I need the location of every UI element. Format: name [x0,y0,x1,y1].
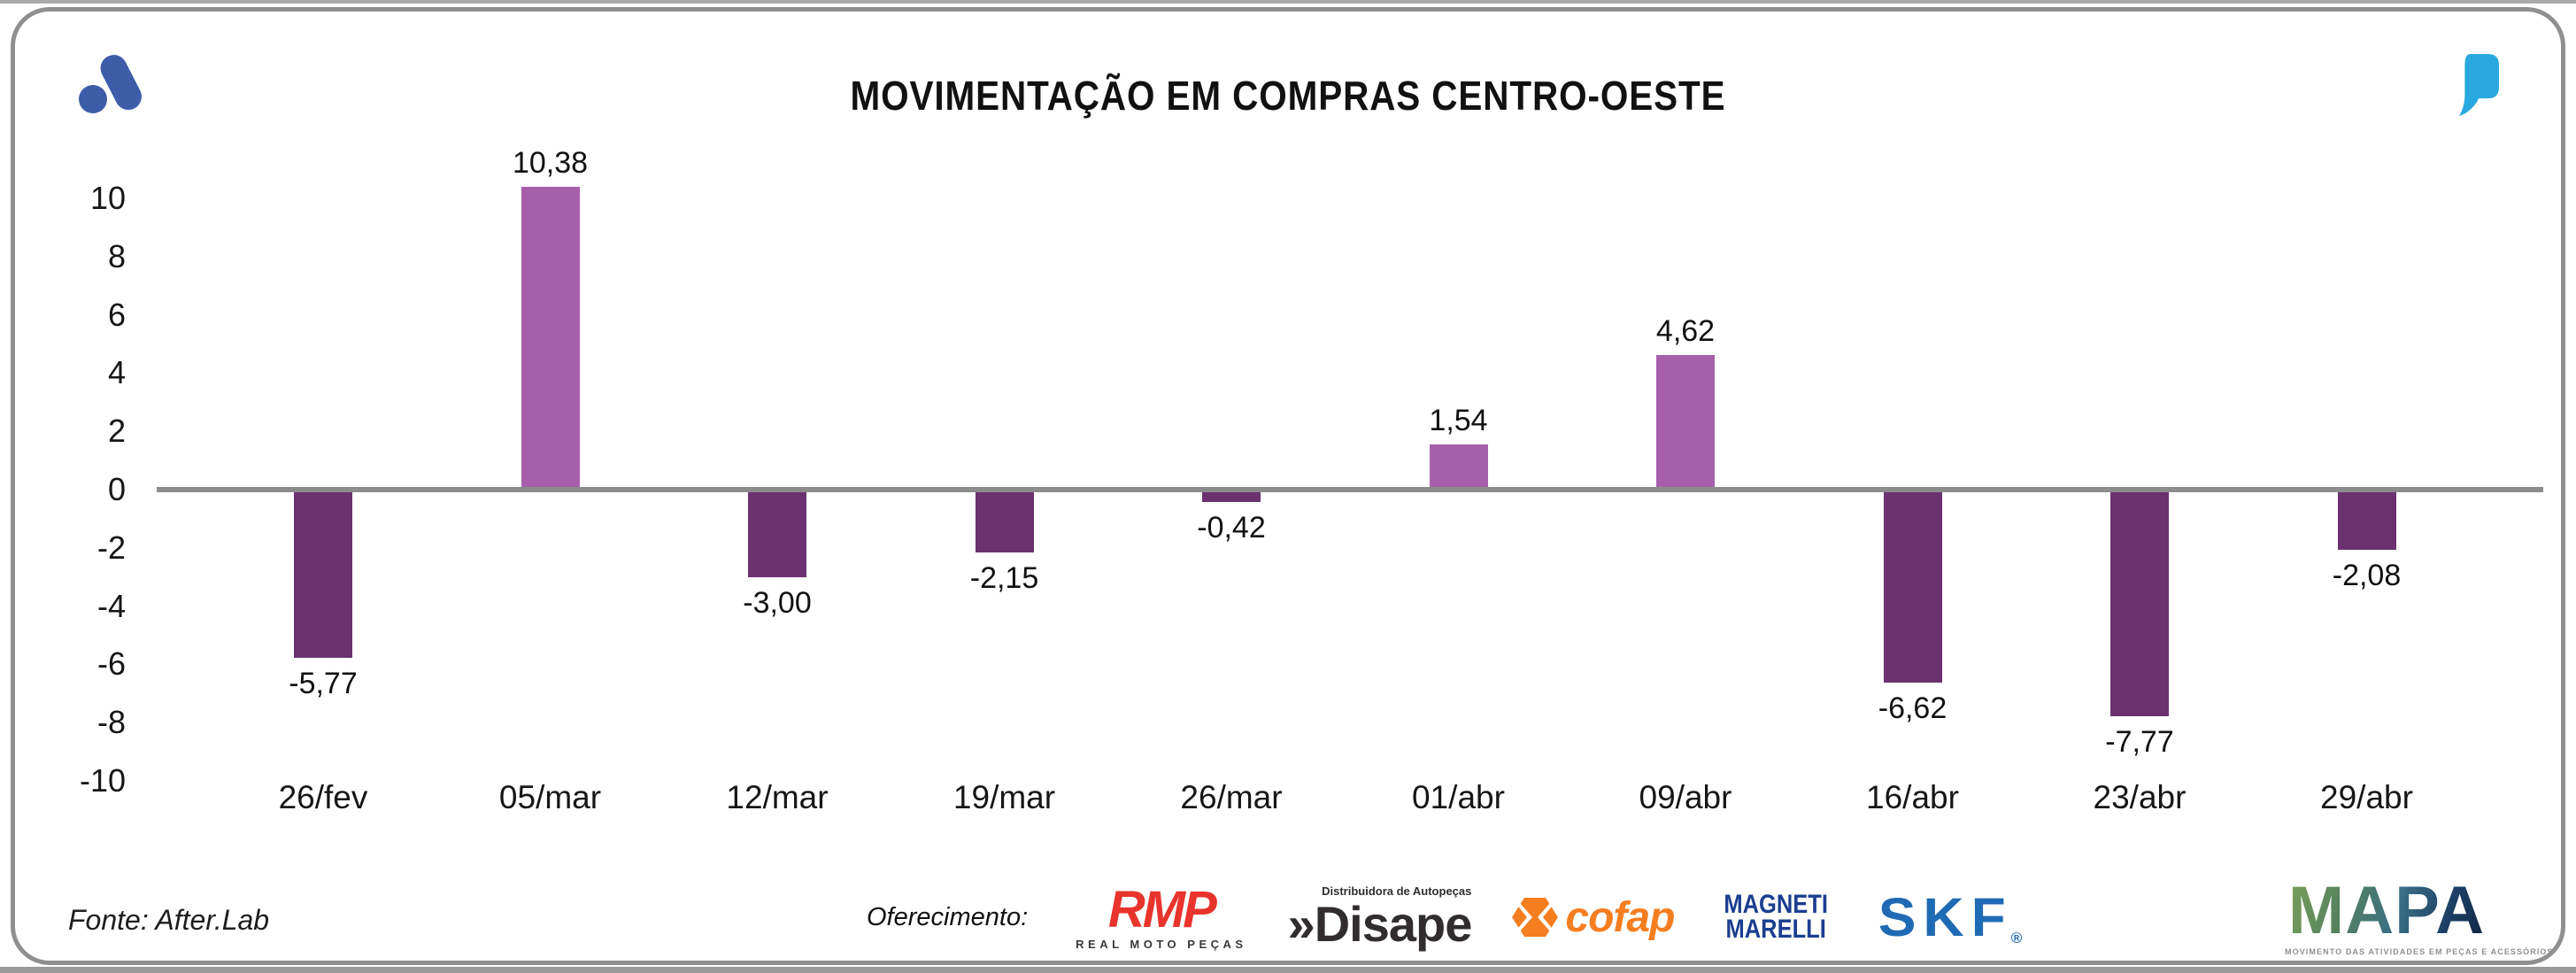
bar-05/mar [521,187,580,490]
rmp-logo: RMP REAL MOTO PEÇAS [1076,881,1247,951]
bar-23/abr [2110,490,2169,716]
mapa-logo-text: MAPA [2287,873,2486,948]
bar-value-label: 4,62 [1655,314,1716,348]
afterlab-brand-logo-icon [79,55,142,113]
mapa-logo: MAPA MOVIMENTO DAS ATIVIDADES EM PEÇAS E… [2285,873,2554,956]
magneti-marelli-line2: MARELLI [1725,915,1827,944]
y-axis-label: 4 [107,354,126,391]
chart-title: MOVIMENTAÇÃO EM COMPRAS CENTRO-OESTE [850,73,1726,119]
skf-logo: SKF ® [1878,889,2023,946]
x-axis-label: 12/mar [726,779,829,815]
page-bottom-edge [0,967,2576,973]
bar-09/abr [1656,355,1715,490]
x-axis-label: 29/abr [2320,779,2413,815]
y-axis-label: 0 [107,471,126,507]
disape-logo-text: »Disape [1287,896,1473,952]
zero-baseline [157,487,2543,492]
x-axis-label: 05/mar [498,779,602,815]
magneti-marelli-logo: MAGNETI MARELLI [1724,889,1829,944]
cofap-logo-text: cofap [1565,893,1675,941]
bar-value-label: -3,00 [743,585,812,620]
bar-value-label: -6,62 [1878,691,1947,725]
x-axis-label: 01/abr [1412,779,1505,815]
bar-value-label: -2,08 [2332,559,2402,593]
bar-26/fev [294,490,352,658]
bar-value-label: 10,38 [512,146,589,181]
skf-registered-mark: ® [2010,930,2023,946]
rmp-logo-subtitle: REAL MOTO PEÇAS [1076,938,1247,951]
skf-logo-text: SKF [1878,886,2013,948]
chart-card: MOVIMENTAÇÃO EM COMPRAS CENTRO-OESTE 10 8… [11,7,2565,965]
bar-value-label: 1,54 [1429,404,1488,438]
x-axis-label: 26/mar [1180,779,1283,815]
y-axis-label: 6 [107,296,126,333]
y-axis-label: 2 [107,413,126,450]
sponsors-row: Oferecimento: RMP REAL MOTO PEÇAS Distri… [867,875,2022,960]
bar-value-label: -7,77 [2105,724,2174,759]
y-axis-label: -8 [96,704,126,741]
cofap-icon [1512,898,1559,937]
bar-26/mar [1202,490,1261,502]
x-axis-label: 26/fev [278,779,368,815]
bar-29/abr [2337,490,2396,551]
bar-value-label: -2,15 [969,560,1039,595]
bar-12/mar [748,490,806,577]
bar-value-label: -5,77 [289,666,358,700]
y-axis-label: 8 [107,237,126,274]
disape-wordmark: Disape [1314,896,1473,952]
disape-logo: Distribuidora de Autopeças »Disape [1287,884,1473,952]
magneti-marelli-line1: MAGNETI [1724,889,1829,919]
bar-16/abr [1883,490,1942,683]
y-axis-label: -6 [96,645,126,683]
page-top-edge [0,0,2576,4]
x-axis-label: 09/abr [1639,779,1732,815]
cofap-logo: cofap [1512,893,1675,942]
mapa-logo-tagline: MOVIMENTO DAS ATIVIDADES EM PEÇAS E ACES… [2285,947,2554,956]
x-axis-label: 23/abr [2093,779,2187,815]
bar-chart: 10 8 6 4 2 0 -2 -4 -6 -8 -10 -5,77 26/fev 10,38 05/mar… [15,12,2561,961]
bar-value-label: -0,42 [1197,510,1266,544]
rmp-logo-text: RMP [1107,881,1217,938]
y-axis-label: -2 [96,529,126,566]
bar-19/mar [975,490,1034,552]
disape-chevrons: » [1287,896,1315,952]
y-axis-label: -10 [79,762,126,799]
disape-logo-tagline: Distribuidora de Autopeças [1322,884,1472,898]
x-axis-label: 19/mar [953,779,1056,815]
quote-icon [2459,54,2499,116]
sponsor-label: Oferecimento: [867,902,1029,931]
y-axis-label: 10 [89,180,126,216]
source-note: Fonte: After.Lab [68,904,270,936]
bar-01/abr [1429,444,1488,490]
y-axis-label: -4 [96,587,126,624]
x-axis-label: 16/abr [1866,779,1959,815]
